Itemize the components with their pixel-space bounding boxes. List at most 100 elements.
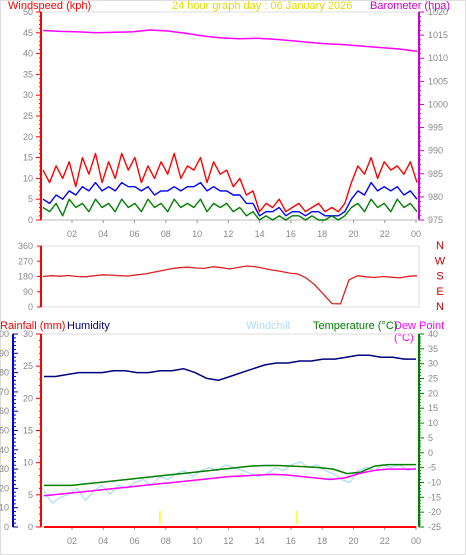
top-x-tick-label: 10	[192, 229, 202, 239]
top-x-tick-label: 20	[348, 229, 358, 239]
direction-tick-label: 360	[18, 241, 33, 251]
humidity-tick-label: 60	[0, 406, 9, 416]
temperature-tick-label: 10	[428, 418, 438, 428]
series-barometer-hpa-	[42, 29, 418, 53]
windspeed-tick-label: 30	[23, 90, 33, 100]
barometer-tick-label: 1010	[428, 53, 448, 63]
rainfall-tick-label: 25	[23, 361, 33, 371]
chart-title: 24 hour graph day : 06 January 2026	[172, 0, 353, 12]
temperature-tick-label: -5	[428, 463, 436, 473]
dewpoint-label: Dew Point (°C)	[394, 320, 445, 344]
top-x-tick-label: 00	[411, 229, 421, 239]
humidity-tick-label: 90	[0, 348, 9, 358]
rainfall-tick-label: 15	[23, 426, 33, 436]
rainfall-tick-label: 5	[28, 490, 33, 500]
direction-tick-label: 90	[23, 287, 33, 297]
barometer-tick-label: 975	[428, 215, 443, 225]
rainfall-label: Rainfall (mm)	[0, 320, 66, 332]
barometer-tick-label: 980	[428, 192, 443, 202]
rainfall-tick-label: 0	[28, 522, 33, 532]
bottom-x-tick-label: 00	[411, 536, 421, 546]
windspeed-tick-label: 15	[23, 153, 33, 163]
compass-label: S	[436, 271, 443, 283]
humidity-tick-label: 50	[0, 426, 9, 436]
windspeed-tick-label: 10	[23, 173, 33, 183]
series-wind-gust	[42, 152, 418, 213]
barometer-tick-label: 1015	[428, 30, 448, 40]
series-wind-average	[42, 181, 418, 217]
bottom-x-tick-label: 22	[380, 536, 390, 546]
top-x-tick-label: 22	[380, 229, 390, 239]
windspeed-tick-label: 35	[23, 69, 33, 79]
barometer-tick-label: 1005	[428, 76, 448, 86]
bottom-x-tick-label: 02	[67, 536, 77, 546]
temperature-tick-label: 15	[428, 403, 438, 413]
top-x-tick-label: 04	[98, 229, 108, 239]
bottom-x-tick-label: 20	[348, 536, 358, 546]
top-x-tick-label: 12	[223, 229, 233, 239]
top-x-tick-label: 14	[255, 229, 265, 239]
compass-label: W	[435, 255, 446, 267]
humidity-tick-label: 70	[0, 387, 9, 397]
barometer-axis-label: Barometer (hpa)	[370, 0, 451, 12]
temperature-tick-label: 30	[428, 359, 438, 369]
bottom-x-tick-label: 16	[286, 536, 296, 546]
top-x-tick-label: 02	[67, 229, 77, 239]
direction-tick-label: 180	[18, 272, 33, 282]
bottom-x-tick-label: 18	[317, 536, 327, 546]
series-dew-point-c-	[43, 468, 416, 497]
compass-label: N	[436, 301, 444, 313]
series-wind-speed	[42, 198, 418, 221]
windspeed-tick-label: 0	[28, 215, 33, 225]
windspeed-axis-label: Windspeed (kph)	[8, 0, 92, 12]
top-plot-frame	[40, 11, 420, 221]
temperature-tick-label: -25	[428, 522, 441, 532]
bottom-x-tick-label: 06	[130, 536, 140, 546]
temperature-tick-label: 40	[428, 329, 438, 339]
humidity-tick-label: 100	[0, 329, 9, 339]
windchill-label: Windchill	[246, 320, 291, 332]
barometer-tick-label: 985	[428, 169, 443, 179]
barometer-tick-label: 990	[428, 146, 443, 156]
series-humidity	[44, 354, 416, 382]
humidity-tick-label: 0	[4, 522, 9, 532]
temperature-tick-label: -10	[428, 477, 441, 487]
temperature-tick-label: 0	[428, 448, 433, 458]
direction-tick-label: 270	[18, 256, 33, 266]
rainfall-tick-label: 10	[23, 458, 33, 468]
rainfall-tick-label: 30	[23, 329, 33, 339]
bottom-x-tick-label: 10	[192, 536, 202, 546]
bottom-plot-frame	[40, 333, 420, 528]
humidity-tick-label: 80	[0, 368, 9, 378]
bottom-x-tick-label: 12	[223, 536, 233, 546]
series-temperature-c-	[44, 463, 416, 487]
humidity-tick-label: 20	[0, 483, 9, 493]
direction-tick-label: 0	[28, 302, 33, 312]
rainfall-tick-label: 20	[23, 393, 33, 403]
humidity-tick-label: 30	[0, 464, 9, 474]
top-x-tick-label: 18	[317, 229, 327, 239]
temperature-tick-label: 25	[428, 374, 438, 384]
top-x-tick-label: 08	[161, 229, 171, 239]
humidity-tick-label: 10	[0, 503, 9, 513]
compass-label: E	[436, 286, 443, 298]
bottom-x-tick-label: 04	[98, 536, 108, 546]
temperature-tick-label: -20	[428, 507, 441, 517]
windspeed-tick-label: 40	[23, 49, 33, 59]
barometer-tick-label: 1000	[428, 99, 448, 109]
temperature-tick-label: 5	[428, 433, 433, 443]
bottom-x-tick-label: 08	[161, 536, 171, 546]
humidity-tick-label: 40	[0, 445, 9, 455]
temperature-tick-label: 35	[428, 344, 438, 354]
compass-label: N	[436, 240, 444, 252]
barometer-tick-label: 995	[428, 123, 443, 133]
series-wind-direction	[42, 265, 418, 305]
top-x-tick-label: 06	[130, 229, 140, 239]
windspeed-tick-label: 5	[28, 194, 33, 204]
temperature-tick-label: -15	[428, 492, 441, 502]
barometer-tick-label: 1020	[428, 7, 448, 17]
windspeed-tick-label: 45	[23, 28, 33, 38]
temperature-label: Temperature (°C)	[313, 320, 398, 332]
